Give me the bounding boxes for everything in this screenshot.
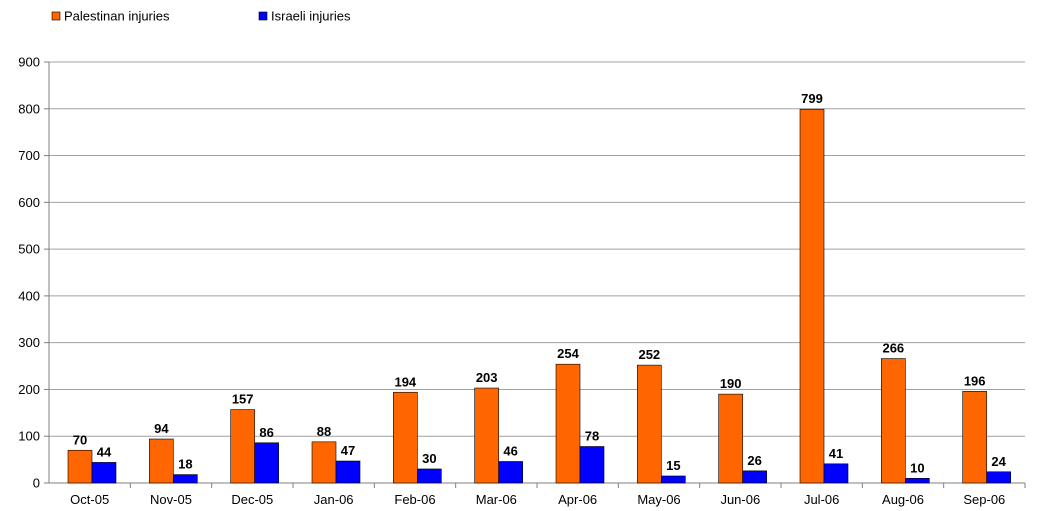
data-label: 78: [585, 429, 599, 444]
x-tick-label: May-06: [637, 492, 680, 507]
israeli-bar: [579, 446, 605, 484]
data-label: 799: [801, 91, 823, 106]
y-tick-label: 100: [18, 429, 40, 444]
palestinian-bar: [718, 393, 743, 484]
y-tick-label: 300: [18, 335, 40, 350]
data-label: 88: [317, 424, 331, 439]
palestinian-bar: [311, 441, 337, 484]
x-tick-label: Apr-06: [558, 492, 597, 507]
data-label: 46: [503, 443, 517, 458]
x-tick-label: Sep-06: [963, 492, 1005, 507]
x-tick-label: Dec-05: [231, 492, 273, 507]
israeli-bar: [905, 478, 930, 484]
palestinian-bar: [637, 364, 662, 484]
israeli-bar: [417, 468, 442, 484]
data-label: 157: [232, 392, 254, 407]
legend-label: Israeli injuries: [271, 9, 351, 24]
data-label: 44: [97, 444, 112, 459]
data-label: 10: [910, 460, 924, 475]
data-label: 266: [882, 341, 904, 356]
palestinian-bar: [555, 363, 581, 484]
x-tick-label: Oct-05: [70, 492, 109, 507]
axes: 0 100 200 300 400 500 600 700 800 900 Oct-05 Nov-05…: [18, 55, 1026, 507]
data-label: 26: [747, 453, 761, 468]
israeli-bar: [986, 471, 1011, 484]
data-label: 190: [720, 376, 742, 391]
x-tick-label: Jan-06: [314, 492, 354, 507]
data-label: 86: [259, 425, 273, 440]
data-label: 41: [829, 446, 843, 461]
y-tick-label: 800: [18, 101, 40, 116]
data-label: 47: [341, 443, 355, 458]
data-label: 70: [73, 432, 87, 447]
palestinian-bar: [962, 391, 987, 484]
data-label: 252: [638, 347, 660, 362]
data-label: 194: [394, 374, 416, 389]
palestinian-bar: [474, 387, 499, 484]
data-label: 196: [964, 373, 986, 388]
y-tick-label: 600: [18, 195, 40, 210]
palestinian-bar: [230, 409, 255, 484]
data-labels: 70 44 94 18 157 86 88 47 194 30 203 46 254 78 252 15 190…: [73, 91, 1007, 475]
legend-swatch-israeli: [258, 11, 268, 21]
legend-label: Palestinan injuries: [64, 9, 170, 24]
israeli-bar: [335, 460, 361, 484]
x-tick-label: Nov-05: [150, 492, 192, 507]
x-tick-label: Jul-06: [804, 492, 839, 507]
legend-swatch-palestinian: [51, 11, 61, 21]
y-tick-label: 500: [18, 242, 40, 257]
israeli-bar: [173, 474, 198, 484]
israeli-bar: [661, 475, 686, 484]
palestinian-bar: [149, 438, 174, 484]
data-label: 15: [666, 458, 680, 473]
data-label: 24: [991, 454, 1006, 469]
data-label: 30: [422, 451, 436, 466]
palestinian-bar: [67, 449, 93, 484]
israeli-bar: [498, 461, 523, 484]
data-label: 18: [178, 457, 192, 472]
x-tick-label: Jun-06: [720, 492, 760, 507]
y-tick-label: 700: [18, 148, 40, 163]
palestinian-bar: [393, 391, 418, 484]
gridlines: [49, 61, 1025, 437]
data-label: 254: [557, 346, 579, 361]
israeli-bar: [742, 470, 767, 484]
data-label: 94: [154, 421, 169, 436]
x-tick-label: Feb-06: [394, 492, 435, 507]
y-tick-label: 0: [33, 476, 40, 491]
legend: Palestinan injuries Israeli injuries: [51, 9, 351, 24]
data-label: 203: [476, 370, 498, 385]
x-tick-label: Aug-06: [882, 492, 924, 507]
israeli-bar: [91, 462, 117, 484]
israeli-bar: [823, 463, 849, 484]
palestinian-bar: [799, 108, 825, 484]
y-tick-label: 200: [18, 382, 40, 397]
y-tick-label: 400: [18, 288, 40, 303]
israeli-bar: [254, 442, 279, 484]
x-tick-label: Mar-06: [476, 492, 517, 507]
bars: [67, 108, 1011, 484]
palestinian-bar: [881, 358, 906, 484]
y-tick-label: 900: [18, 55, 40, 70]
